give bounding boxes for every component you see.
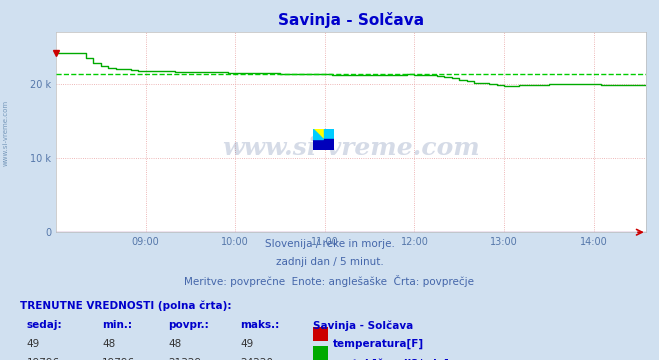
Text: zadnji dan / 5 minut.: zadnji dan / 5 minut. [275, 257, 384, 267]
Text: min.:: min.: [102, 320, 132, 330]
Title: Savinja - Solčava: Savinja - Solčava [278, 13, 424, 28]
Text: povpr.:: povpr.: [168, 320, 209, 330]
Text: 19796: 19796 [102, 358, 135, 360]
Text: sedaj:: sedaj: [26, 320, 62, 330]
Text: 48: 48 [168, 339, 181, 349]
Text: 19796: 19796 [26, 358, 59, 360]
Text: Slovenija / reke in morje.: Slovenija / reke in morje. [264, 239, 395, 249]
Polygon shape [313, 129, 324, 139]
Text: Savinja - Solčava: Savinja - Solčava [313, 320, 413, 331]
Text: 49: 49 [26, 339, 40, 349]
Text: 21329: 21329 [168, 358, 201, 360]
Bar [313, 129, 324, 139]
Bar [324, 129, 334, 139]
Text: pretok[čevelj3/min]: pretok[čevelj3/min] [333, 358, 449, 360]
Text: www.si-vreme.com: www.si-vreme.com [222, 136, 480, 160]
Text: 48: 48 [102, 339, 115, 349]
Text: TRENUTNE VREDNOSTI (polna črta):: TRENUTNE VREDNOSTI (polna črta): [20, 301, 231, 311]
Text: Meritve: povprečne  Enote: anglešaške  Črta: povprečje: Meritve: povprečne Enote: anglešaške Črt… [185, 275, 474, 287]
Text: 24220: 24220 [241, 358, 273, 360]
Text: maks.:: maks.: [241, 320, 280, 330]
Polygon shape [313, 139, 334, 150]
Text: www.si-vreme.com: www.si-vreme.com [2, 100, 9, 166]
Text: temperatura[F]: temperatura[F] [333, 339, 424, 350]
Text: 49: 49 [241, 339, 254, 349]
